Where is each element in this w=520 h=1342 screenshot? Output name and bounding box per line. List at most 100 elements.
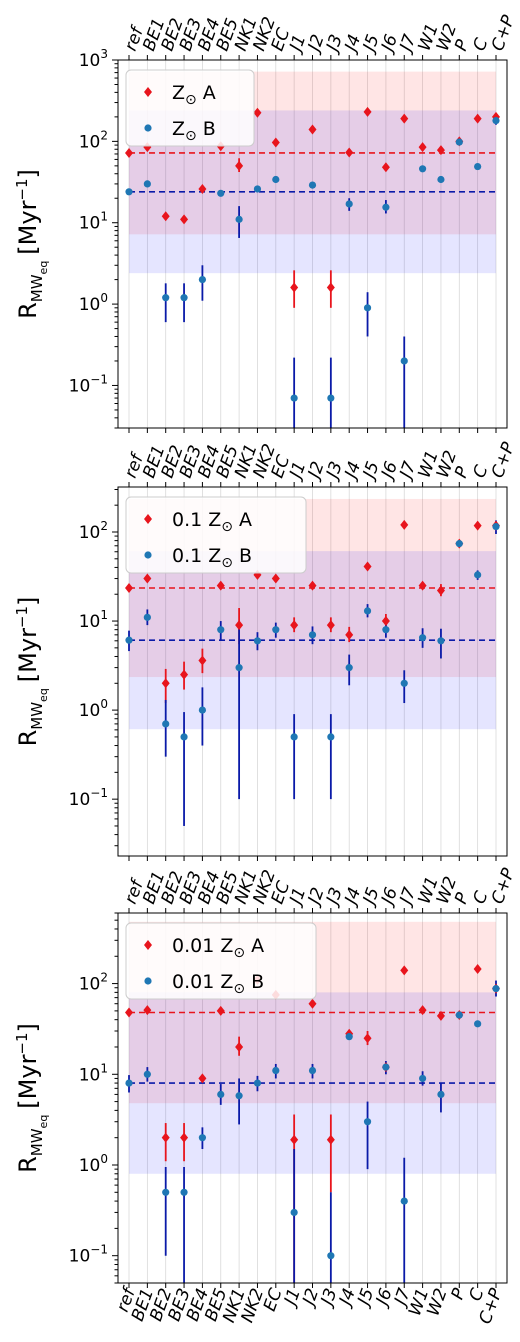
point-B-BE5 xyxy=(217,1090,225,1099)
point-A-J5 xyxy=(363,106,372,117)
y-tick-label: 100 xyxy=(79,697,108,721)
y-label-unit-exp: −1 xyxy=(13,1032,31,1054)
point-A-BE2 xyxy=(161,1132,170,1143)
point-A-C xyxy=(473,113,482,124)
point-B-NK2 xyxy=(253,637,262,645)
y-tick-exp: −1 xyxy=(90,372,108,386)
point-B-P xyxy=(455,138,463,146)
y-tick-base: 10 xyxy=(79,51,101,71)
point-A-J7 xyxy=(400,113,409,124)
y-tick-exp: 1 xyxy=(100,608,108,622)
y-tick-base: 10 xyxy=(79,523,101,543)
point-B-J5 xyxy=(363,304,372,312)
y-label-subsub: eq xyxy=(37,688,50,702)
y-tick-label: 102 xyxy=(79,519,108,543)
point-A-NK2 xyxy=(253,107,262,118)
point-A-J2 xyxy=(308,998,317,1009)
y-tick-base: 10 xyxy=(79,612,101,632)
y-axis-label: RMWeq [Myr−1] xyxy=(13,597,50,747)
point-B-J4 xyxy=(345,664,353,672)
y-tick-label: 103 xyxy=(79,47,108,71)
point-B-BE1 xyxy=(143,1070,151,1078)
point-B-J3 xyxy=(327,733,335,741)
point-B-C+P xyxy=(492,522,500,531)
y-label-unit: [Myr xyxy=(14,200,42,254)
point-B-C xyxy=(474,571,482,579)
y-tick-base: 10 xyxy=(79,214,101,234)
y-tick-label: 101 xyxy=(79,608,108,632)
point-B-ref xyxy=(125,188,133,196)
legend-prefix: 0.01 xyxy=(172,935,220,957)
y-tick-exp: 0 xyxy=(100,697,108,711)
y-label-sub: MW xyxy=(28,274,46,302)
legend-symbol: ⊙ xyxy=(233,945,245,961)
legend-label-B: 0.01 Z⊙ B xyxy=(172,971,264,997)
point-A-W1 xyxy=(418,580,427,591)
legend-marker-B xyxy=(144,551,152,559)
point-A-ref xyxy=(125,1007,134,1018)
point-B-J4 xyxy=(345,200,353,208)
y-tick-base: 10 xyxy=(79,295,101,315)
point-A-NK1 xyxy=(235,1041,244,1052)
point-B-C+P xyxy=(492,116,500,125)
point-A-EC xyxy=(271,137,280,148)
point-B-BE3 xyxy=(180,1188,188,1196)
point-B-J6 xyxy=(382,1063,390,1071)
point-B-J1 xyxy=(290,1208,298,1217)
y-label-sub: MW xyxy=(28,1128,46,1156)
y-label-unit-exp: −1 xyxy=(13,178,31,200)
legend-prefix: 0.1 xyxy=(172,509,208,531)
point-A-W2 xyxy=(436,1010,445,1021)
y-tick-exp: 1 xyxy=(100,210,108,224)
point-B-ref xyxy=(125,1079,133,1087)
y-tick-label: 10−1 xyxy=(69,786,108,810)
point-A-J6 xyxy=(381,162,390,173)
point-B-BE2 xyxy=(162,294,170,302)
point-A-BE3 xyxy=(180,214,189,225)
point-A-BE4 xyxy=(198,183,207,194)
point-A-EC xyxy=(271,573,280,584)
legend-marker-A xyxy=(144,87,152,97)
point-B-W2 xyxy=(437,637,445,645)
legend-label-A: 0.01 Z⊙ A xyxy=(172,935,264,961)
point-A-C xyxy=(473,520,482,531)
legend-box xyxy=(125,496,307,574)
legend-name: Z xyxy=(208,509,221,531)
y-label-subsub: eq xyxy=(37,261,50,275)
point-B-J1 xyxy=(290,394,298,402)
y-tick-base: 10 xyxy=(69,376,91,396)
legend-suffix: B xyxy=(251,971,264,993)
legend-box xyxy=(125,69,255,147)
point-A-BE4 xyxy=(198,655,207,666)
point-A-J2 xyxy=(308,580,317,591)
point-A-J3 xyxy=(326,1134,335,1145)
y-label-R: R xyxy=(14,302,42,319)
point-B-J2 xyxy=(308,1066,317,1075)
panel-middle: 10−1100101102refBE1BE2BE3BE4BE5NK1NK2ECJ… xyxy=(13,439,519,861)
legend-symbol: ⊙ xyxy=(185,128,197,144)
legend-suffix: A xyxy=(239,509,252,531)
point-A-J5 xyxy=(363,561,372,572)
point-B-EC xyxy=(272,175,280,184)
point-B-BE1 xyxy=(143,180,151,188)
legend-symbol: ⊙ xyxy=(221,555,233,571)
point-B-W1 xyxy=(418,634,427,642)
point-B-C+P xyxy=(492,985,500,993)
y-label-R: R xyxy=(14,1156,42,1173)
point-B-W2 xyxy=(437,175,445,184)
y-tick-exp: 2 xyxy=(100,971,108,985)
point-B-BE4 xyxy=(198,275,207,284)
y-label-subsub: eq xyxy=(37,1115,50,1129)
legend-label-A: Z⊙ A xyxy=(172,82,216,108)
legend-marker-A xyxy=(144,514,152,524)
point-B-ref xyxy=(125,636,133,644)
legend-marker-B xyxy=(144,124,152,132)
legend-marker-A xyxy=(144,940,152,950)
legend-suffix: A xyxy=(251,935,264,957)
point-B-J3 xyxy=(327,394,335,402)
point-B-J7 xyxy=(400,1197,408,1205)
point-A-BE5 xyxy=(216,580,225,591)
point-A-ref xyxy=(125,582,134,593)
legend-marker-B xyxy=(144,977,152,985)
